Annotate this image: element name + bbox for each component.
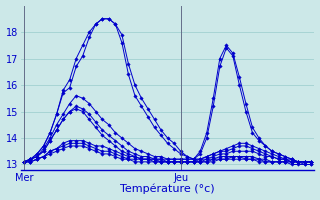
X-axis label: Température (°c): Température (°c)	[120, 184, 215, 194]
